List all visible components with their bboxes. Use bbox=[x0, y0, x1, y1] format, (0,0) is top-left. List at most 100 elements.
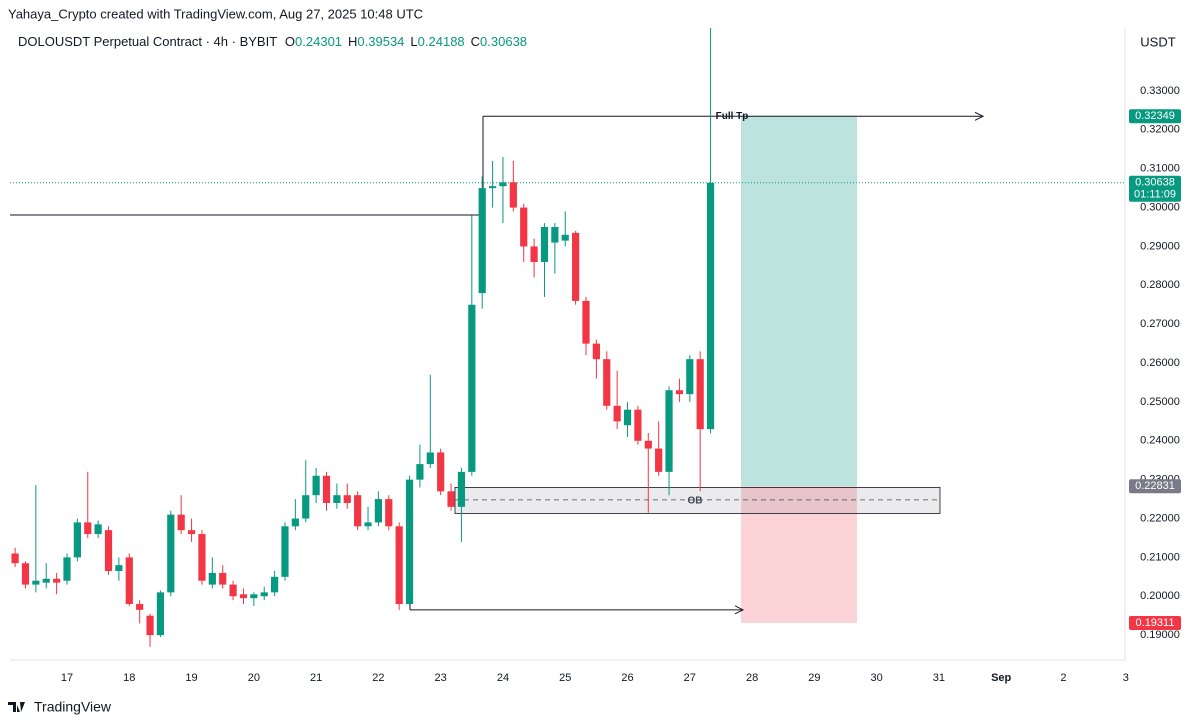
candle-body bbox=[73, 522, 81, 558]
plot-area: OB Full Tp bbox=[10, 28, 1125, 647]
candle-body bbox=[364, 522, 372, 527]
entry-tag-bg bbox=[1129, 479, 1181, 494]
y-tick-label: 0.26000 bbox=[1140, 357, 1180, 369]
target-tag: 0.32349 bbox=[1135, 110, 1175, 122]
legend-key: L bbox=[410, 34, 417, 49]
y-tick-label: 0.29000 bbox=[1140, 240, 1180, 252]
candle-body bbox=[655, 448, 663, 472]
candle-body bbox=[343, 495, 351, 503]
candle-body bbox=[572, 232, 580, 301]
x-tick-label: 21 bbox=[310, 672, 322, 684]
y-tick-label: 0.27000 bbox=[1140, 318, 1180, 330]
y-tick-label: 0.28000 bbox=[1140, 279, 1180, 291]
candle-body bbox=[177, 514, 185, 531]
candle-body bbox=[468, 304, 476, 472]
candle-body bbox=[281, 526, 289, 577]
candle-body bbox=[167, 514, 175, 593]
stop-tag-bg bbox=[1129, 616, 1181, 631]
x-tick-label: 30 bbox=[871, 672, 883, 684]
legend-key: O bbox=[285, 34, 295, 49]
y-tick-label: 0.32000 bbox=[1140, 124, 1180, 136]
candle-body bbox=[457, 471, 466, 507]
candle-body bbox=[426, 452, 434, 465]
last-price-tag-bg bbox=[1129, 175, 1181, 202]
candle-body bbox=[250, 594, 258, 599]
candle-body bbox=[603, 359, 611, 406]
candle-body bbox=[437, 452, 445, 492]
candle-body bbox=[229, 584, 237, 597]
candle-body bbox=[156, 592, 165, 636]
entry-tag: 0.22831 bbox=[1135, 480, 1175, 492]
legend-value: 0.30638 bbox=[480, 34, 527, 49]
candle-body bbox=[198, 534, 206, 581]
candle-body bbox=[94, 524, 102, 535]
x-tick-label: 23 bbox=[435, 672, 447, 684]
y-tick-label: 0.22000 bbox=[1140, 512, 1180, 524]
attribution: Yahaya_Crypto created with TradingView.c… bbox=[8, 6, 423, 21]
sweep-arrow bbox=[734, 605, 745, 615]
x-tick-label: 27 bbox=[684, 672, 696, 684]
x-tick-label: 18 bbox=[123, 672, 135, 684]
candle-body bbox=[405, 479, 414, 605]
candle-body bbox=[84, 522, 92, 535]
y-tick-label: 0.25000 bbox=[1140, 396, 1180, 408]
stop-zone bbox=[741, 486, 857, 624]
y-tick-label: 0.30000 bbox=[1140, 201, 1180, 213]
x-tick-label: 25 bbox=[559, 672, 571, 684]
order-block bbox=[454, 487, 941, 514]
candle-body bbox=[447, 491, 455, 507]
candle-body bbox=[208, 572, 216, 585]
candle-body bbox=[520, 207, 528, 247]
x-tick-label: 28 bbox=[746, 672, 758, 684]
candle-body bbox=[686, 359, 694, 395]
candle-body bbox=[395, 526, 403, 605]
x-tick-label: 2 bbox=[1060, 672, 1066, 684]
candle-body bbox=[322, 475, 331, 503]
candle-body bbox=[592, 343, 600, 360]
stop-tag: 0.19311 bbox=[1136, 617, 1175, 629]
candle-body bbox=[623, 409, 632, 426]
tp-label: Full Tp bbox=[716, 111, 749, 122]
legend-key: H bbox=[348, 34, 357, 49]
currency: USDT bbox=[1140, 34, 1175, 49]
candle-body bbox=[354, 495, 362, 527]
footer-brand: TradingView bbox=[34, 699, 112, 715]
candle-body bbox=[115, 565, 123, 571]
candle-body bbox=[302, 495, 310, 519]
candle-body bbox=[260, 592, 268, 597]
candle-body bbox=[551, 227, 559, 243]
target-tag-bg bbox=[1129, 109, 1181, 124]
candle-body bbox=[634, 409, 642, 441]
x-tick-label: 31 bbox=[933, 672, 945, 684]
candle-body bbox=[271, 576, 279, 593]
candle-body bbox=[675, 390, 684, 395]
legend-value: 0.24188 bbox=[418, 34, 465, 49]
candle-body bbox=[219, 572, 227, 585]
x-tick-label: 19 bbox=[185, 672, 197, 684]
y-tick-label: 0.33000 bbox=[1140, 85, 1180, 97]
candle-body bbox=[136, 604, 144, 610]
order-block-label: OB bbox=[688, 496, 703, 507]
candle-body bbox=[291, 518, 299, 527]
candle-body bbox=[696, 359, 704, 430]
y-tick-label: 0.19000 bbox=[1140, 629, 1180, 641]
legend-key: C bbox=[471, 34, 480, 49]
legend-title: DOLOUSDT Perpetual Contract · 4h · BYBIT bbox=[18, 34, 277, 49]
candle-body bbox=[333, 495, 341, 503]
legend-value: 0.39534 bbox=[357, 34, 404, 49]
candle-body bbox=[530, 246, 538, 262]
candle-body bbox=[385, 499, 393, 527]
y-tick-label: 0.24000 bbox=[1140, 435, 1180, 447]
candle-body bbox=[11, 553, 19, 564]
x-tick-label: 3 bbox=[1123, 672, 1129, 684]
y-tick-label: 0.20000 bbox=[1140, 590, 1180, 602]
candle-body bbox=[416, 464, 424, 480]
y-tick-label: 0.21000 bbox=[1140, 551, 1180, 563]
candle-body bbox=[488, 186, 497, 189]
candle-body bbox=[706, 182, 715, 430]
candle-body bbox=[561, 234, 569, 241]
candle-body bbox=[478, 188, 486, 294]
candle-body bbox=[613, 405, 621, 422]
